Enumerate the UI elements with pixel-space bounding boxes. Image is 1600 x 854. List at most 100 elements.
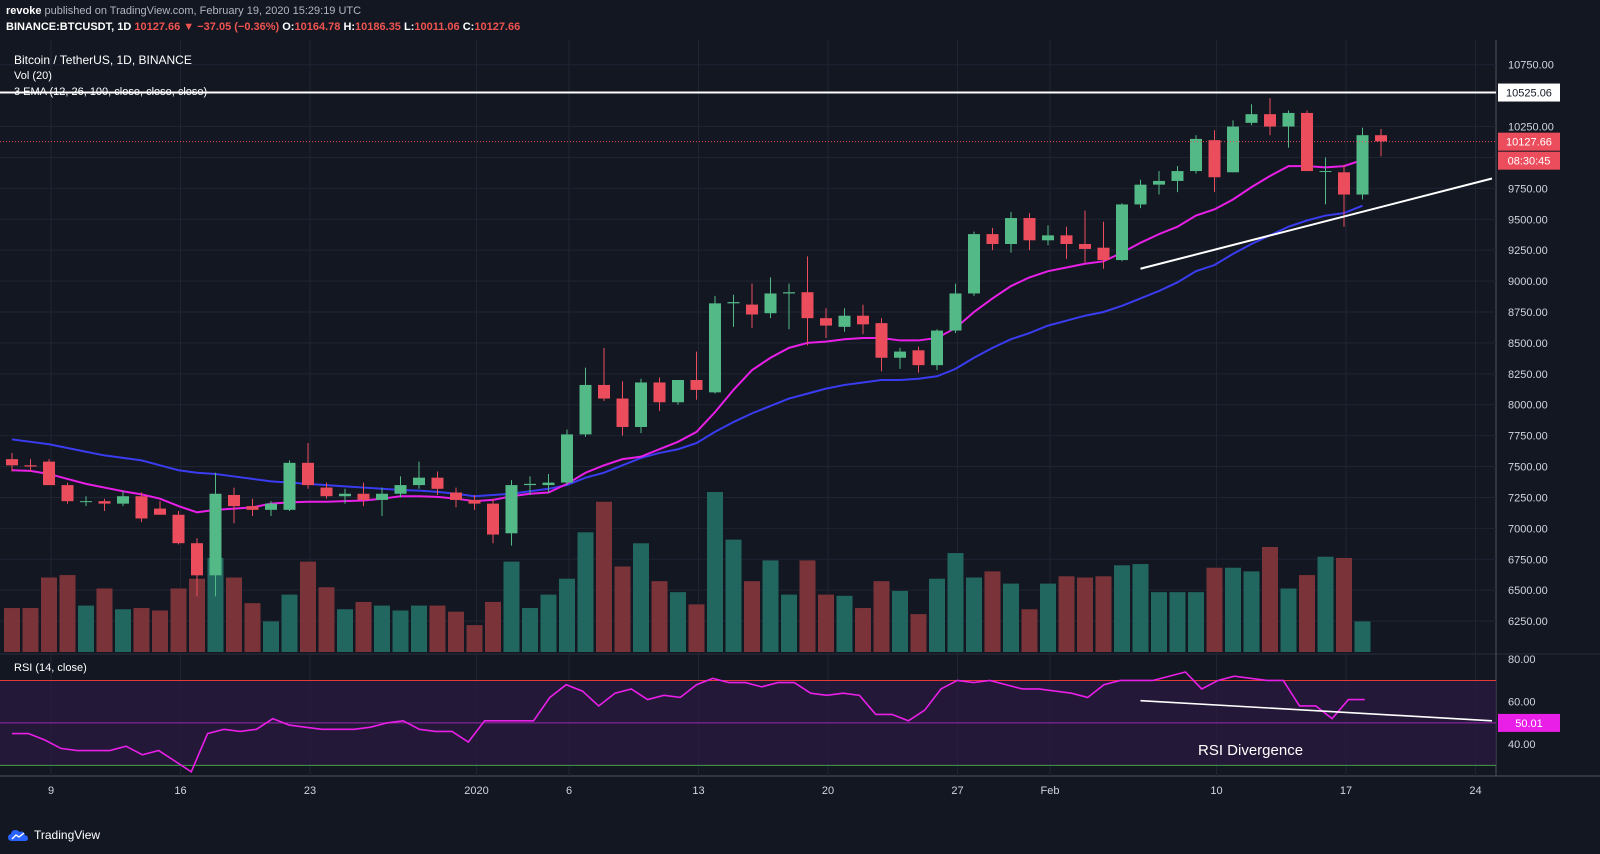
volume-bar bbox=[429, 605, 446, 652]
volume-bar bbox=[207, 557, 224, 652]
volume-bar bbox=[1243, 571, 1260, 652]
resistance-price-tag-bg bbox=[1498, 83, 1560, 102]
volume-bar bbox=[725, 539, 742, 652]
volume-bar bbox=[984, 571, 1001, 652]
volume-bar bbox=[115, 609, 131, 652]
last-price: 10127.66 bbox=[134, 21, 181, 33]
countdown-tag-bg bbox=[1498, 151, 1560, 170]
volume-bar bbox=[41, 577, 57, 652]
candle-body bbox=[1171, 171, 1184, 181]
ema-legend[interactable]: 3 EMA (12, 26, 100, close, close, close) bbox=[14, 86, 208, 98]
volume-bar bbox=[855, 608, 871, 652]
candle-body bbox=[1264, 114, 1276, 127]
volume-bar bbox=[1040, 583, 1056, 652]
candle-body bbox=[857, 315, 869, 325]
candle-body bbox=[1190, 138, 1202, 172]
candle-body bbox=[912, 350, 925, 366]
candle-body bbox=[635, 382, 647, 427]
time-tick-label: 27 bbox=[951, 785, 963, 797]
ema-lines bbox=[11, 158, 1363, 514]
price-tick-label: 10750.00 bbox=[1508, 60, 1554, 72]
candle-body bbox=[949, 293, 962, 331]
volume-bar bbox=[892, 590, 908, 652]
volume-bar bbox=[411, 605, 427, 652]
candle-body bbox=[339, 493, 351, 497]
volume-bar bbox=[522, 608, 538, 652]
volume-bar bbox=[318, 587, 335, 652]
ema-26-line bbox=[11, 204, 1363, 498]
publish-date: published on TradingView.com, February 1… bbox=[44, 5, 362, 17]
volume-bar bbox=[4, 608, 20, 652]
candle-body bbox=[487, 503, 499, 535]
candle-body bbox=[542, 482, 555, 486]
volume-bar bbox=[744, 581, 760, 652]
rsi-tick-label: 40.00 bbox=[1508, 739, 1536, 751]
candle-body bbox=[431, 477, 444, 489]
price-tick-label: 10250.00 bbox=[1508, 122, 1554, 134]
time-tick-label: 2020 bbox=[464, 785, 488, 797]
symbol-label: BINANCE:BTCUSDT, 1D bbox=[6, 21, 132, 33]
candle-body bbox=[1356, 135, 1369, 195]
price-tick-label: 7500.00 bbox=[1508, 462, 1548, 474]
candle-body bbox=[709, 303, 721, 393]
candle-body bbox=[653, 382, 666, 403]
last-price-tag: 10127.66 bbox=[1506, 137, 1552, 149]
volume-bar bbox=[836, 595, 853, 652]
volume-bar bbox=[1132, 564, 1149, 652]
candle-body bbox=[1005, 218, 1017, 244]
volume-bar bbox=[1151, 592, 1167, 652]
price-tick-label: 8500.00 bbox=[1508, 338, 1548, 350]
high-value: 10186.35 bbox=[355, 21, 401, 33]
last-price-tag-bg bbox=[1498, 132, 1560, 151]
high-label: H: bbox=[343, 21, 356, 33]
volume-bar bbox=[96, 588, 113, 652]
time-tick-label: 24 bbox=[1469, 785, 1481, 797]
open-value: 10164.78 bbox=[294, 21, 341, 33]
volume-bar bbox=[1354, 621, 1371, 652]
candle-body bbox=[357, 493, 370, 500]
support-trendline bbox=[1140, 177, 1493, 270]
candle-body bbox=[1023, 218, 1036, 241]
price-tick-label: 9000.00 bbox=[1508, 276, 1548, 288]
rsi-divergence-annotation: RSI Divergence bbox=[1198, 742, 1304, 759]
volume-bar bbox=[152, 610, 168, 652]
rsi-line bbox=[12, 671, 1365, 773]
price-tick-label: 7250.00 bbox=[1508, 492, 1548, 504]
candle-body bbox=[1319, 171, 1332, 173]
volume-bar bbox=[485, 601, 501, 652]
rsi-tick-label: 60.00 bbox=[1508, 697, 1536, 709]
candle-body bbox=[283, 462, 296, 510]
volume-bar bbox=[1003, 583, 1019, 652]
candle-body bbox=[1375, 135, 1387, 142]
candle-body bbox=[783, 292, 795, 294]
rsi-divergence-line bbox=[1140, 699, 1493, 722]
price-tick-label: 6750.00 bbox=[1508, 554, 1548, 566]
volume-bar bbox=[1206, 567, 1223, 652]
rsi-legend[interactable]: RSI (14, close) bbox=[14, 662, 87, 674]
candle-body bbox=[820, 318, 832, 326]
candle-body bbox=[172, 514, 185, 544]
drawings[interactable] bbox=[0, 91, 1496, 773]
volume-bar bbox=[929, 578, 945, 652]
open-label: O: bbox=[282, 21, 295, 33]
candle-body bbox=[43, 461, 55, 486]
tradingview-logo[interactable]: TradingView bbox=[8, 828, 100, 842]
pair-legend[interactable]: Bitcoin / TetherUS, 1D, BINANCE bbox=[14, 53, 192, 67]
candles[interactable] bbox=[6, 98, 1387, 597]
price-tick-label: 7000.00 bbox=[1508, 523, 1548, 535]
volume-bar bbox=[559, 578, 575, 652]
author-name[interactable]: revoke bbox=[6, 5, 42, 17]
candle-body bbox=[376, 493, 388, 500]
volume-bar bbox=[263, 621, 279, 652]
time-tick-label: 23 bbox=[304, 785, 316, 797]
volume-bar bbox=[300, 561, 316, 652]
candle-body bbox=[1208, 140, 1221, 178]
volume-bar bbox=[355, 601, 372, 652]
volume-bar bbox=[1058, 576, 1075, 652]
rsi-value-tag: 50.01 bbox=[1515, 718, 1543, 730]
volume-legend[interactable]: Vol (20) bbox=[14, 70, 52, 82]
candle-body bbox=[1227, 126, 1239, 173]
volume-bar bbox=[540, 594, 557, 652]
volume-bar bbox=[1317, 556, 1334, 652]
